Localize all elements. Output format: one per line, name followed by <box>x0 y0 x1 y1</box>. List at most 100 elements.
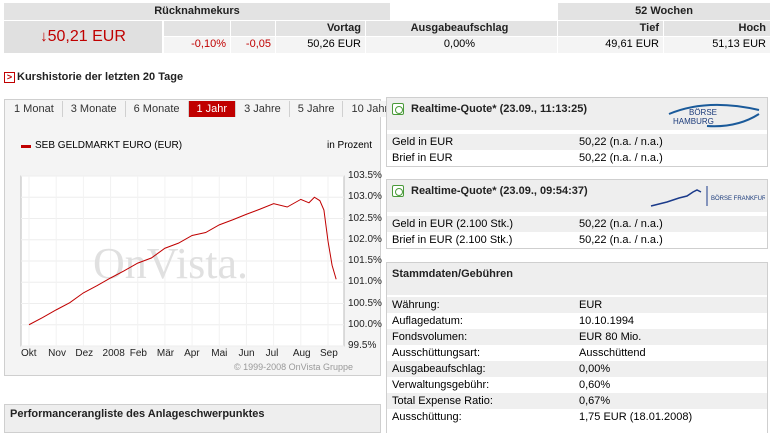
spacer-header-1 <box>164 21 230 36</box>
x-tick-label: 2008 <box>102 348 125 359</box>
quote-row-value: 50,22 (n.a. / n.a.) <box>579 152 663 164</box>
quote-header <box>387 98 767 130</box>
quote-row-label: Geld in EUR (2.100 Stk.) <box>392 218 514 230</box>
performance-panel: Performancerangliste des Anlageschwerpun… <box>4 404 381 433</box>
stammdaten-value: 0,67% <box>579 395 611 407</box>
quote-row-value: 50,22 (n.a. / n.a.) <box>579 234 663 246</box>
vortag-value: 50,26 EUR <box>276 37 365 53</box>
stammdaten-label: Ausschüttungsart: <box>392 347 481 359</box>
ausgabeaufschlag-value: 0,00% <box>366 37 557 53</box>
chart-panel: 1 Monat 3 Monate 6 Monate 1 Jahr 3 Jahre 5 Ja… <box>4 99 404 376</box>
quote-row-value: 50,22 (n.a. / n.a.) <box>579 218 663 230</box>
series-line-seb <box>28 196 337 326</box>
stammdaten-label: Total Expense Ratio: <box>392 395 493 407</box>
change-percent: -0,10% <box>164 37 230 53</box>
history-link[interactable]: > Kurshistorie der letzten 20 Tage <box>4 71 183 83</box>
tab-1-monat[interactable]: 1 Monat <box>6 101 63 117</box>
stammdaten-label: Währung: <box>392 299 440 311</box>
x-tick-label: Aug <box>292 348 311 359</box>
y-tick-label: 99.5% <box>348 340 377 351</box>
header-hoch: Hoch <box>664 21 770 36</box>
clock-icon <box>392 185 404 197</box>
x-tick-label: Jun <box>238 348 255 359</box>
x-tick-label: Okt <box>21 348 37 359</box>
y-tick-label: 100.0% <box>348 318 382 330</box>
legend-swatch <box>21 145 31 148</box>
quote-title: Realtime-Quote* (23.09., 09:54:37) <box>411 185 588 197</box>
performance-title: Performancerangliste des Anlageschwerpun… <box>10 408 265 420</box>
svg-text:BÖRSE: BÖRSE <box>689 108 717 117</box>
stammdaten-row: Ausgabeaufschlag: 0,00% <box>387 361 767 377</box>
tab-3-jahre[interactable]: 3 Jahre <box>236 101 290 117</box>
quote-row-geld: Geld in EUR 50,22 (n.a. / n.a.) <box>387 134 767 150</box>
header-52-wochen: 52 Wochen <box>558 3 770 20</box>
copyright: © 1999-2008 OnVista Gruppe <box>234 362 354 372</box>
stammdaten-row: Ausschüttung: 1,75 EUR (18.01.2008) <box>387 409 767 425</box>
boerse-frankfurt-logo: BÖRSE FRANKFURT <box>650 186 765 207</box>
spacer-header-2 <box>231 21 275 36</box>
x-tick-label: Sep <box>320 348 338 359</box>
tab-3-monate[interactable]: 3 Monate <box>62 101 126 117</box>
x-tick-label: Mai <box>211 348 228 359</box>
arrow-right-icon: > <box>4 71 15 83</box>
stammdaten-title: Stammdaten/Gebühren <box>392 268 514 280</box>
chart-plot: OnVista. <box>20 175 345 347</box>
stammdaten-value: Ausschüttend <box>579 347 646 359</box>
stammdaten-value: 10.10.1994 <box>579 315 635 327</box>
tief-value: 49,61 EUR <box>558 37 663 53</box>
tab-6-monate[interactable]: 6 Monate <box>125 101 189 117</box>
y-tick-label: 102.0% <box>348 233 382 245</box>
stammdaten-label: Fondsvolumen: <box>392 331 468 343</box>
y-tick-label: 101.0% <box>348 276 382 288</box>
stammdaten-panel: Stammdaten/Gebühren Währung: EUR Auflageda… <box>386 262 768 433</box>
quote-row-label: Brief in EUR (2.100 Stk.) <box>392 234 513 246</box>
quote-panel-frankfurt: Realtime-Quote* (23.09., 09:54:37) BÖRSE… <box>386 179 768 249</box>
clock-icon <box>392 103 404 115</box>
quote-row-value: 50,22 (n.a. / n.a.) <box>579 136 663 148</box>
watermark: OnVista. <box>93 239 248 288</box>
stammdaten-row: Fondsvolumen: EUR 80 Mio. <box>387 329 767 345</box>
quote-header <box>387 180 767 212</box>
boerse-hamburg-logo: BÖRSE HAMBURG <box>668 103 760 128</box>
y-tick-label: 102.5% <box>348 212 382 224</box>
tab-1-jahr[interactable]: 1 Jahr <box>188 101 237 117</box>
quote-row-brief: Brief in EUR 50,22 (n.a. / n.a.) <box>387 150 767 166</box>
stammdaten-label: Auflagedatum: <box>392 315 463 327</box>
stammdaten-value: EUR 80 Mio. <box>579 331 642 343</box>
stammdaten-value: EUR <box>579 299 603 311</box>
header-ruecknahmekurs: Rücknahmekurs <box>4 3 390 20</box>
x-tick-label: Nov <box>48 348 66 359</box>
unit-label: in Prozent <box>327 140 373 151</box>
quote-row-geld: Geld in EUR (2.100 Stk.) 50,22 (n.a. / n… <box>387 216 767 232</box>
quote-row-label: Geld in EUR <box>392 136 454 148</box>
hoch-value: 51,13 EUR <box>664 37 770 53</box>
stammdaten-row: Total Expense Ratio: 0,67% <box>387 393 767 409</box>
x-tick-label: Mär <box>156 348 175 359</box>
svg-text:BÖRSE FRANKFURT: BÖRSE FRANKFURT <box>711 195 765 202</box>
quote-title: Realtime-Quote* (23.09., 11:13:25) <box>411 103 588 115</box>
down-arrow-icon: ↓ <box>40 28 48 45</box>
legend-label: SEB GELDMARKT EURO (EUR) <box>35 140 183 151</box>
header-vortag: Vortag <box>276 21 365 36</box>
tab-5-jahre[interactable]: 5 Jahre <box>289 101 344 117</box>
stammdaten-label: Ausgabeaufschlag: <box>392 363 486 375</box>
stammdaten-label: Ausschüttung: <box>392 411 462 423</box>
y-tick-label: 103.0% <box>348 191 382 203</box>
x-tick-label: Feb <box>129 348 147 359</box>
stammdaten-row: Auflagedatum: 10.10.1994 <box>387 313 767 329</box>
history-link-label: Kurshistorie der letzten 20 Tage <box>17 71 184 83</box>
y-tick-label: 100.5% <box>348 297 382 309</box>
svg-text:HAMBURG: HAMBURG <box>673 117 714 126</box>
stammdaten-row: Währung: EUR <box>387 297 767 313</box>
x-tick-label: Apr <box>184 348 200 359</box>
quote-row-brief: Brief in EUR (2.100 Stk.) 50,22 (n.a. / … <box>387 232 767 248</box>
quote-panel-hamburg: Realtime-Quote* (23.09., 11:13:25) BÖRSE… <box>386 97 768 167</box>
x-tick-label: Dez <box>75 348 94 359</box>
stammdaten-value: 0,60% <box>579 379 611 391</box>
y-tick-label: 101.5% <box>348 255 382 266</box>
stammdaten-label: Verwaltungsgebühr: <box>392 379 490 391</box>
header-ausgabeaufschlag: Ausgabeaufschlag <box>366 21 557 36</box>
current-price-value: 50,21 EUR <box>47 28 126 45</box>
stammdaten-row: Ausschüttungsart: Ausschüttend <box>387 345 767 361</box>
current-price: ↓50,21 EUR <box>4 21 162 53</box>
